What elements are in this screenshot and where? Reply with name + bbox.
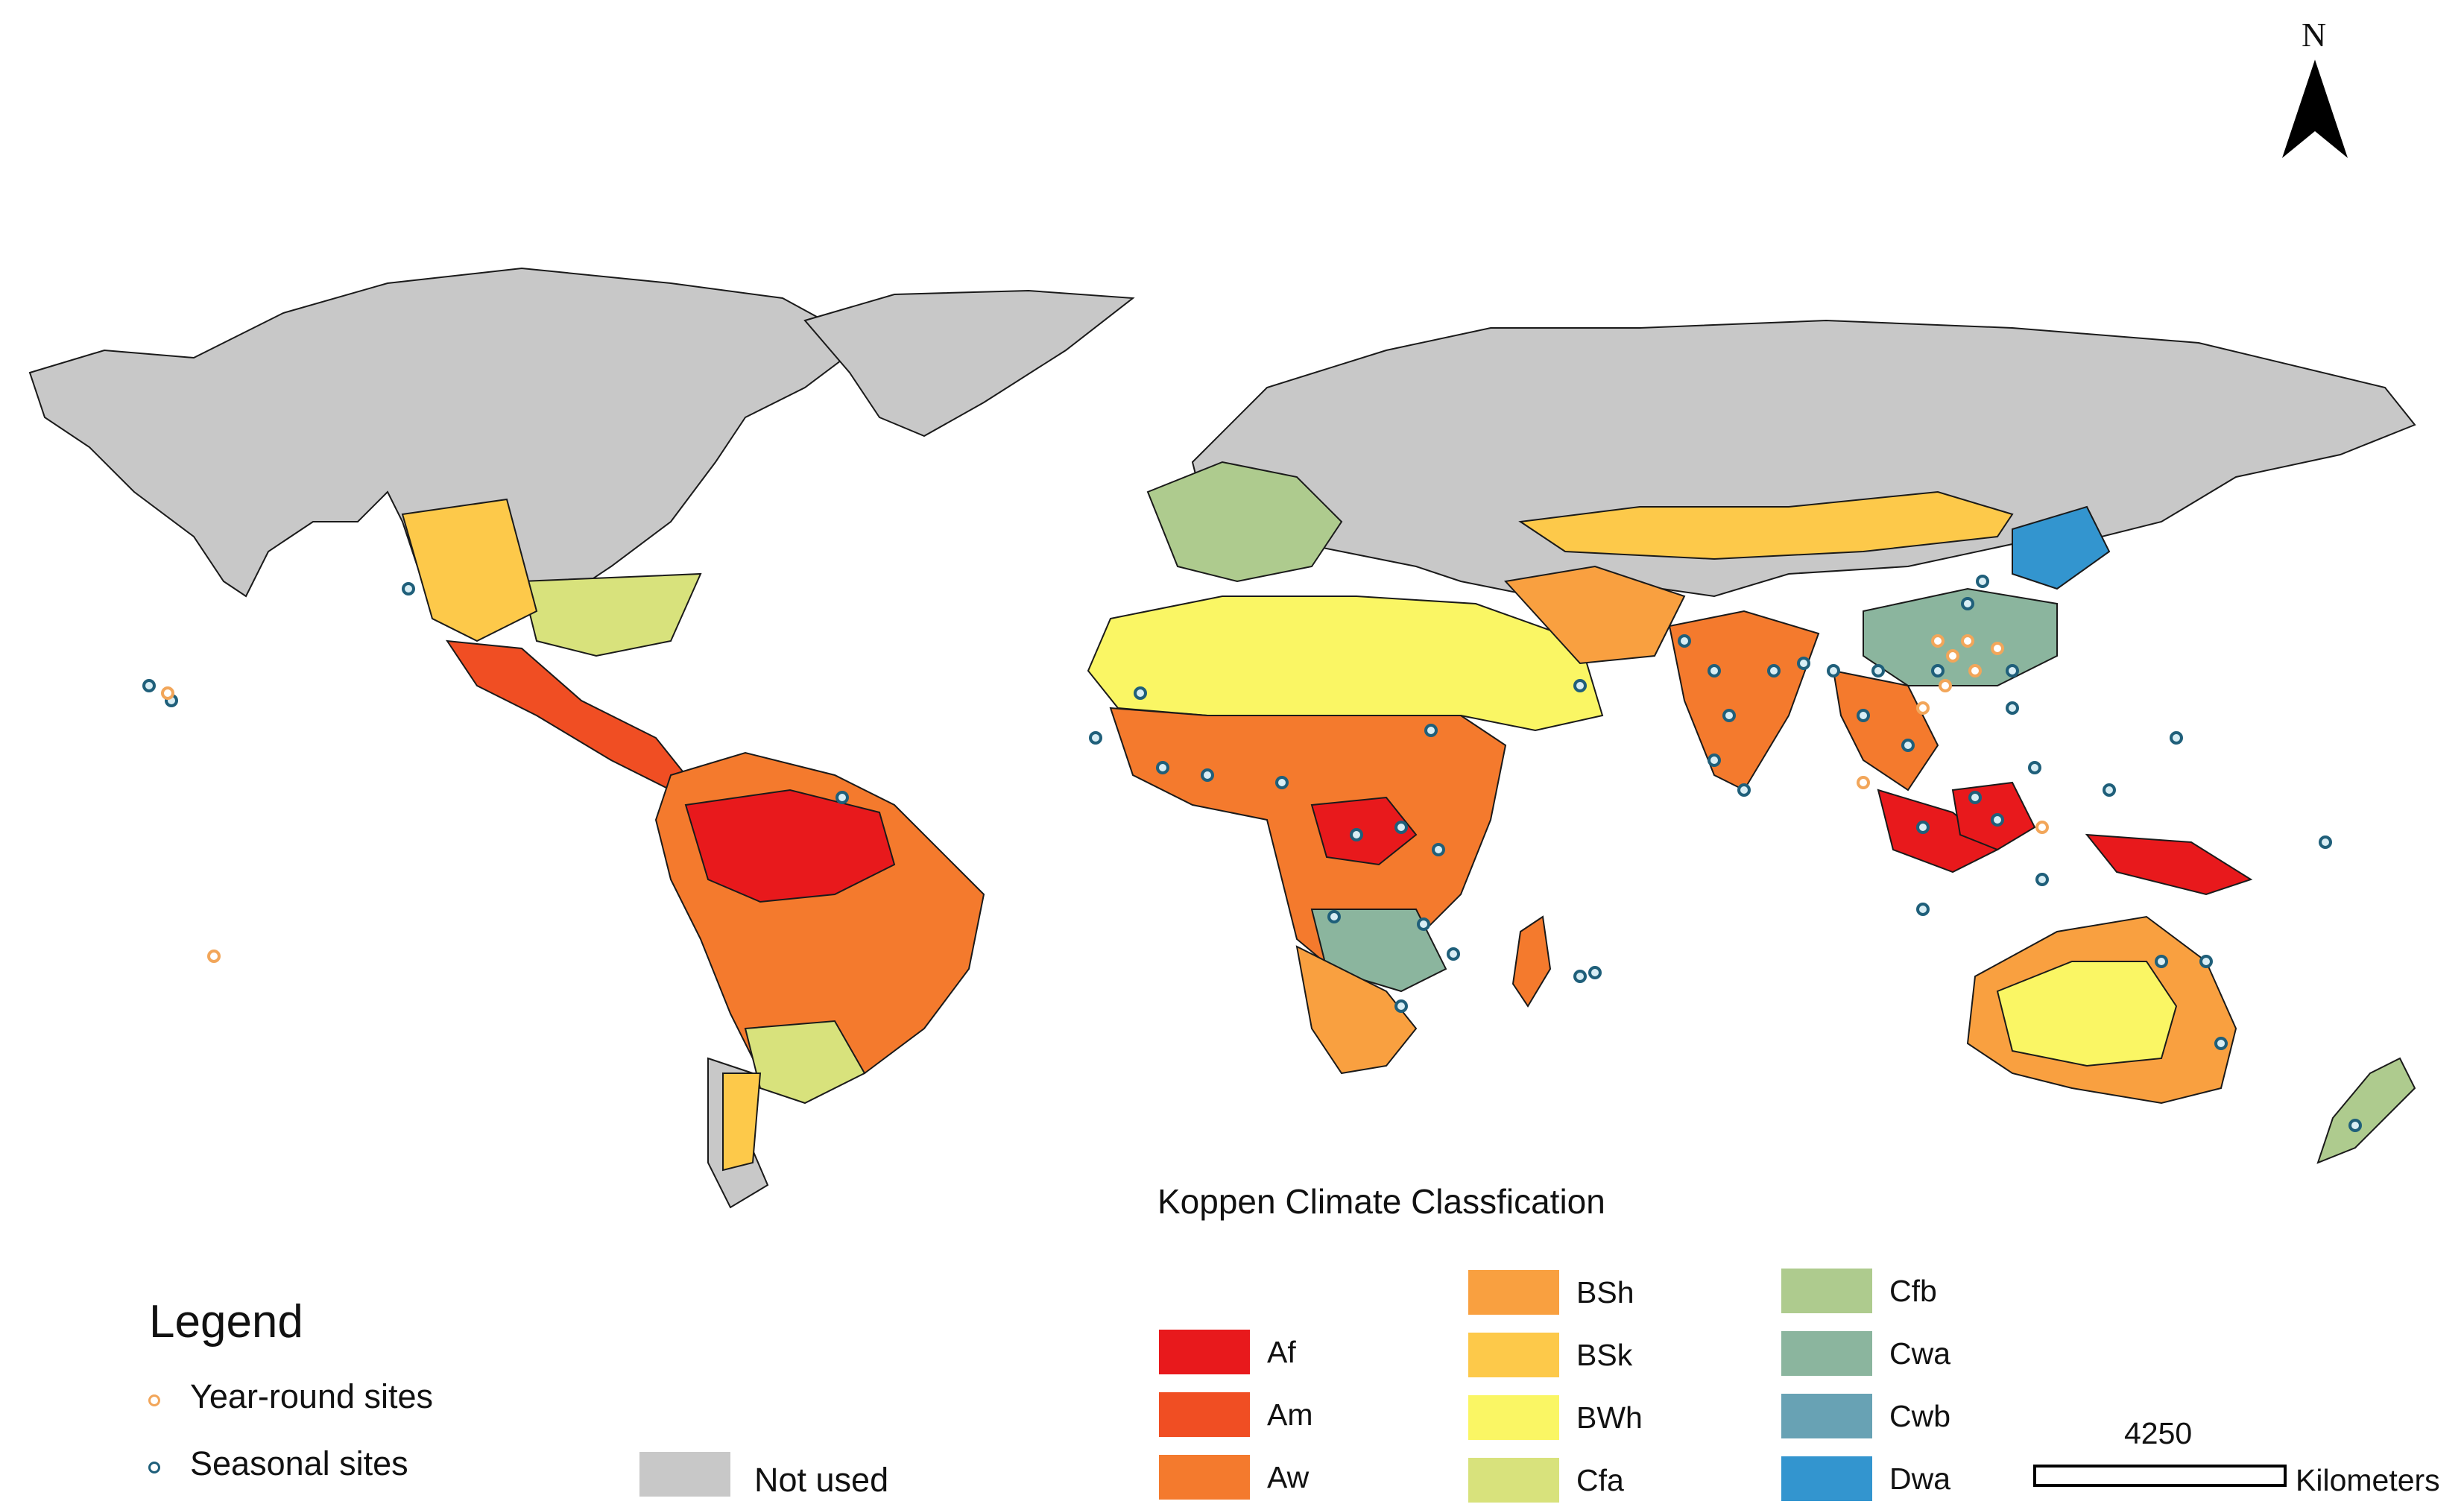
label-cwa: Cwa bbox=[1889, 1336, 1951, 1371]
indochina-aw bbox=[1832, 669, 1939, 792]
china-cwa bbox=[1863, 587, 2058, 686]
label-bsk: BSk bbox=[1576, 1338, 1633, 1372]
indonesia-af bbox=[1877, 789, 1999, 874]
swatch-af bbox=[1159, 1330, 1250, 1374]
new-guinea-af bbox=[2085, 833, 2253, 896]
label-bsh: BSh bbox=[1576, 1275, 1634, 1310]
australia-bwh bbox=[1996, 961, 2178, 1067]
southern-africa-bsh bbox=[1295, 945, 1418, 1075]
swatch-am bbox=[1159, 1392, 1250, 1437]
swatch-dwa bbox=[1781, 1456, 1872, 1501]
swatch-bsh bbox=[1468, 1270, 1559, 1315]
label-cwb: Cwb bbox=[1889, 1399, 1951, 1433]
not-used-label: Not used bbox=[754, 1461, 889, 1499]
year-round-label: Year-round sites bbox=[190, 1377, 434, 1415]
central-america bbox=[445, 639, 687, 792]
madagascar bbox=[1511, 915, 1552, 1008]
new-zealand bbox=[2316, 1057, 2416, 1164]
china-dwa bbox=[2012, 505, 2111, 590]
label-af: Af bbox=[1267, 1335, 1296, 1369]
greenland-land bbox=[803, 289, 1135, 437]
scale-bar-value: 4250 bbox=[2124, 1416, 2193, 1450]
label-am: Am bbox=[1267, 1397, 1313, 1432]
land-not-used bbox=[28, 267, 2416, 1209]
scale-bar-unit: Kilometers bbox=[2296, 1463, 2440, 1497]
seasonal-site-points bbox=[142, 575, 2362, 1132]
swatch-bwh bbox=[1468, 1395, 1559, 1440]
africa-af bbox=[1310, 796, 1418, 866]
label-aw: Aw bbox=[1267, 1460, 1310, 1494]
classification-title: Koppen Climate Classfication bbox=[1157, 1182, 1605, 1221]
year-round-site-points bbox=[161, 634, 2049, 963]
seasonal-label: Seasonal sites bbox=[190, 1444, 408, 1482]
sahara-bwh bbox=[1087, 596, 1604, 732]
india-aw bbox=[1668, 610, 1820, 792]
not-used-swatch bbox=[639, 1452, 730, 1497]
north-label: N bbox=[2302, 16, 2327, 54]
swatch-cfa bbox=[1468, 1458, 1559, 1503]
patagonia-bsk bbox=[722, 1073, 762, 1172]
label-bwh: BWh bbox=[1576, 1400, 1643, 1435]
swatch-bsk bbox=[1468, 1333, 1559, 1377]
mongolia-bsk bbox=[1518, 490, 2014, 560]
seasonal-marker-icon bbox=[148, 1462, 160, 1473]
scale-bar bbox=[2033, 1465, 2287, 1487]
swatch-cfb bbox=[1781, 1269, 1872, 1313]
cfa-us-southeast bbox=[520, 572, 702, 657]
south-america-af bbox=[684, 789, 896, 903]
swatch-aw bbox=[1159, 1455, 1250, 1500]
swatch-cwa bbox=[1781, 1331, 1872, 1376]
climate-zones bbox=[401, 461, 2416, 1172]
legend-title: Legend bbox=[149, 1296, 303, 1348]
year-round-marker-icon bbox=[148, 1394, 160, 1406]
bsk-us-west bbox=[401, 498, 538, 642]
label-cfb: Cfb bbox=[1889, 1274, 1937, 1308]
north-arrow-icon bbox=[2282, 60, 2348, 158]
europe-cfb bbox=[1146, 461, 1343, 583]
label-dwa: Dwa bbox=[1889, 1462, 1951, 1496]
label-cfa: Cfa bbox=[1576, 1463, 1624, 1497]
africa-aw bbox=[1109, 707, 1507, 978]
swatch-cwb bbox=[1781, 1394, 1872, 1438]
north-arrow bbox=[2282, 60, 2348, 158]
